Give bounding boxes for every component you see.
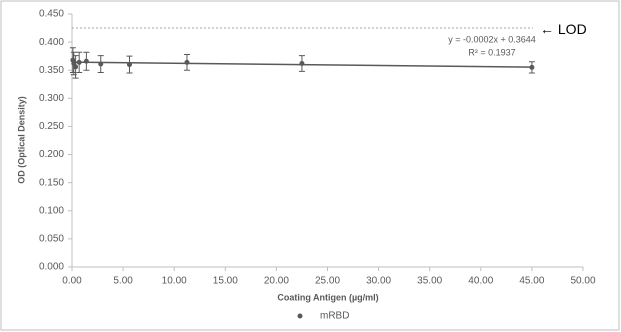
x-tick-label: 40.00 [468, 276, 493, 287]
y-tick-label: 0.300 [39, 93, 64, 104]
y-tick-label: 0.050 [39, 234, 64, 245]
point [70, 57, 76, 63]
point [184, 59, 190, 65]
x-tick-label: 35.00 [417, 276, 442, 287]
y-axis-title: OD (Optical Density) [16, 96, 26, 184]
x-axis-title: Coating Antigen (µg/ml) [277, 292, 378, 302]
x-tick-label: 30.00 [366, 276, 391, 287]
trendline-equation: y = -0.0002x + 0.3644 [448, 34, 536, 44]
y-tick-label: 0.000 [39, 262, 64, 273]
x-tick-label: 50.00 [570, 276, 595, 287]
point [76, 59, 82, 65]
y-tick-label: 0.150 [39, 177, 64, 188]
y-tick-label: 0.100 [39, 205, 64, 216]
trendline-r2: R² = 0.1937 [468, 47, 515, 57]
point [299, 60, 305, 66]
lod-label: ← LOD [540, 21, 587, 37]
y-tick-label: 0.450 [39, 9, 64, 20]
x-tick-label: 20.00 [264, 276, 289, 287]
x-tick-label: 15.00 [213, 276, 238, 287]
point [98, 61, 104, 67]
legend-marker [297, 313, 303, 319]
point [126, 62, 132, 68]
x-tick-label: 25.00 [315, 276, 340, 287]
y-tick-label: 0.200 [39, 149, 64, 160]
y-tick-label: 0.250 [39, 121, 64, 132]
x-tick-label: 5.00 [113, 276, 133, 287]
x-tick-label: 10.00 [162, 276, 187, 287]
legend-label: mRBD [320, 311, 349, 322]
x-tick-label: 0.00 [62, 276, 82, 287]
x-tick-label: 45.00 [519, 276, 544, 287]
y-tick-label: 0.350 [39, 65, 64, 76]
point [529, 64, 535, 70]
y-tick-label: 0.400 [39, 37, 64, 48]
point [83, 58, 89, 64]
